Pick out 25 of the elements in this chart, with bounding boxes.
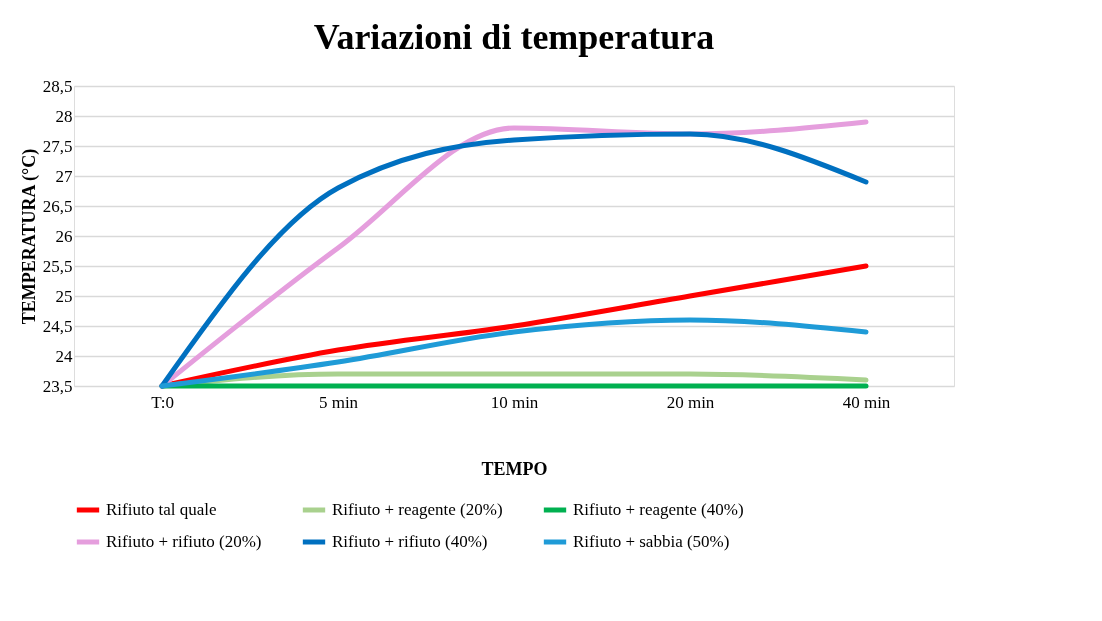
y-tick-label: 28,5 [42,76,73,96]
legend-label: Rifiuto + sabbia (50%) [573,532,730,551]
x-tick-label: 10 min [490,392,539,412]
y-tick-label: 25,5 [42,256,73,276]
y-tick-label: 26,5 [42,196,73,216]
x-axis-title: TEMPO [481,458,548,479]
legend-label: Rifiuto + rifiuto (20%) [106,532,262,551]
legend-label: Rifiuto + reagente (20%) [332,500,503,519]
legend-label: Rifiuto + rifiuto (40%) [332,532,488,551]
x-tick-label: 5 min [318,392,359,412]
legend-label: Rifiuto + reagente (40%) [573,500,744,519]
y-tick-label: 25 [55,286,73,306]
y-tick-label: 28 [55,106,73,126]
y-tick-label: 24 [55,346,73,366]
y-axis-title: TEMPERATURA (°C) [18,148,40,325]
x-tick-label: 40 min [842,392,891,412]
y-tick-label: 27,5 [42,136,73,156]
x-tick-label: 20 min [666,392,715,412]
legend-label: Rifiuto tal quale [106,500,217,519]
x-tick-label: T:0 [151,392,174,412]
y-tick-label: 26 [55,226,73,246]
y-tick-label: 27 [55,166,73,186]
chart-title: Variazioni di temperatura [313,17,715,57]
y-tick-label: 23,5 [42,376,73,396]
y-tick-label: 24,5 [42,316,73,336]
